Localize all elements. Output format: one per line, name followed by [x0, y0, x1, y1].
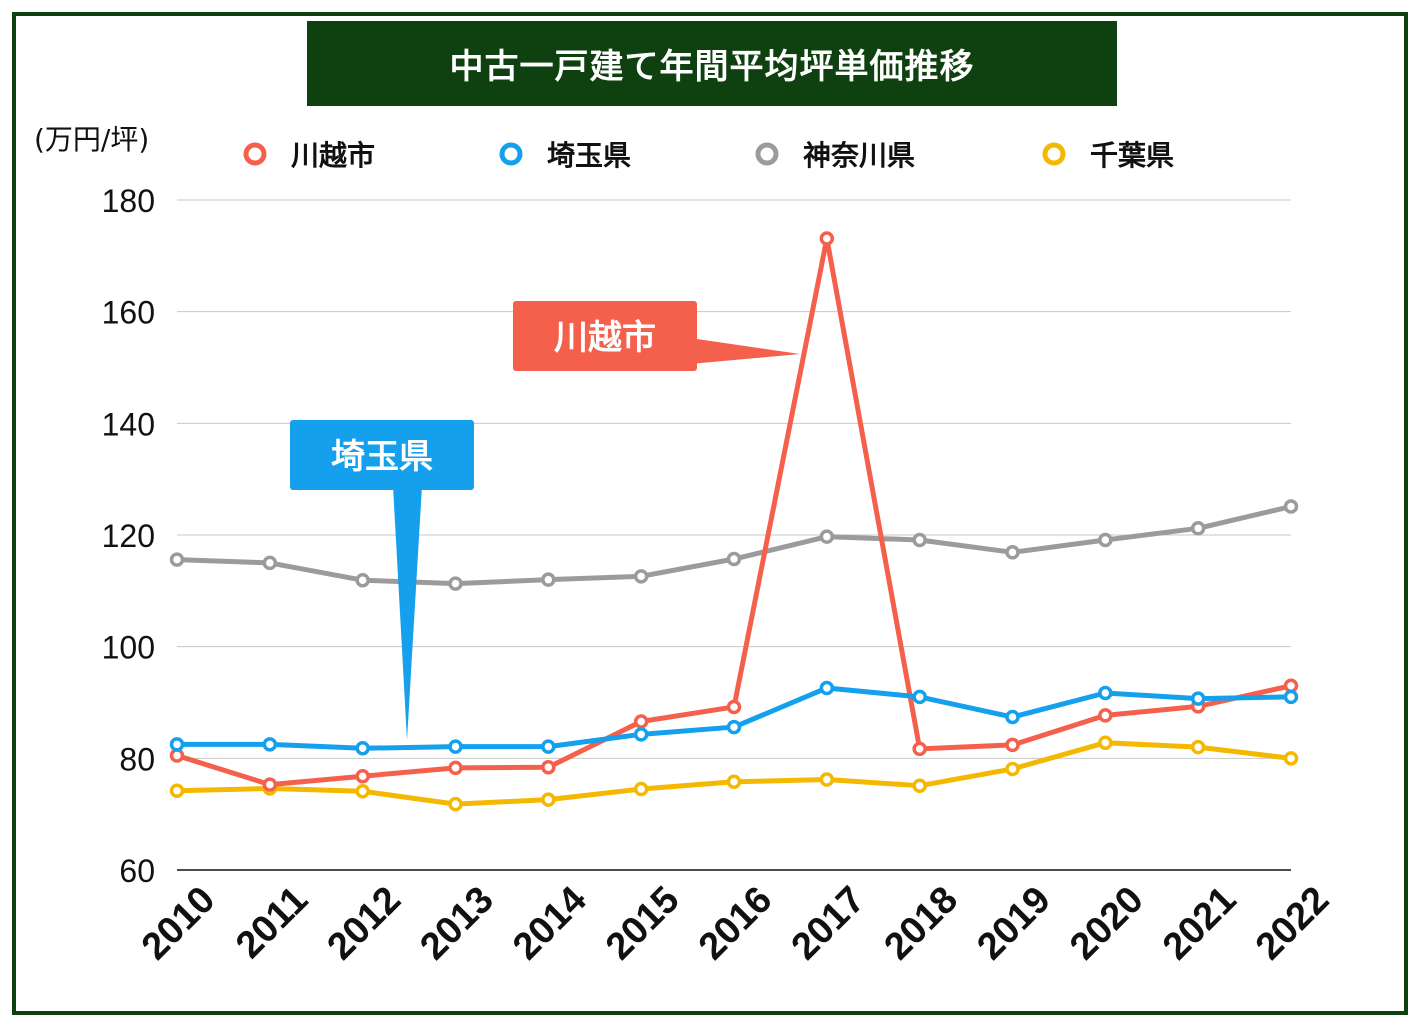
data-point — [355, 572, 370, 588]
x-tick-label: 2013 — [412, 879, 501, 968]
data-point — [819, 680, 835, 696]
series-line — [176, 504, 1292, 587]
y-tick-label: 140 — [102, 406, 155, 442]
data-point — [912, 532, 927, 548]
x-tick-label: 2011 — [228, 879, 316, 967]
data-point — [169, 737, 185, 752]
legend-item: 神奈川県 — [749, 134, 915, 174]
data-point — [1098, 735, 1113, 750]
y-axis-unit-label: (万円/坪) — [34, 123, 150, 156]
x-tick-label: 2012 — [320, 879, 409, 968]
legend-label: 川越市 — [291, 139, 376, 172]
data-point — [1190, 691, 1206, 706]
data-point — [1098, 532, 1113, 548]
data-point — [262, 555, 278, 571]
x-tick-label: 2016 — [691, 879, 780, 968]
data-point — [541, 760, 556, 775]
data-point — [1098, 708, 1113, 723]
chart-title: 中古一戸建て年間平均坪単価推移 — [307, 21, 1117, 106]
data-point — [448, 760, 463, 776]
data-point — [1190, 739, 1206, 755]
data-point — [1005, 545, 1020, 560]
data-point — [355, 784, 370, 799]
callout-box — [513, 301, 697, 371]
x-tick-label: 2021 — [1155, 879, 1244, 968]
data-point — [912, 778, 927, 793]
data-point — [1005, 737, 1020, 753]
data-point — [726, 551, 742, 567]
data-point — [169, 783, 185, 798]
legend-marker — [499, 142, 523, 166]
legend-item: 千葉県 — [1036, 134, 1174, 174]
data-point — [726, 699, 742, 715]
data-point — [1005, 709, 1020, 725]
legend-label: 埼玉県 — [547, 139, 632, 172]
data-point — [633, 727, 649, 742]
y-tick-label: 180 — [102, 183, 155, 219]
data-point — [1190, 521, 1206, 536]
data-point — [912, 689, 927, 705]
data-point — [448, 796, 463, 812]
y-tick-label: 80 — [119, 741, 155, 777]
data-point — [169, 552, 185, 567]
data-point — [819, 529, 835, 544]
legend-label: 神奈川県 — [803, 139, 916, 172]
data-point — [1098, 685, 1113, 701]
x-tick-label: 2020 — [1062, 879, 1151, 968]
legend-item: 埼玉県 — [493, 134, 631, 174]
data-point — [912, 741, 927, 757]
data-point — [541, 792, 556, 807]
data-point — [355, 741, 370, 756]
data-point — [819, 231, 835, 246]
data-point — [1283, 499, 1299, 514]
legend-marker — [1042, 142, 1066, 166]
chart-frame — [12, 12, 1408, 1015]
data-point — [726, 719, 742, 735]
callout-box — [290, 420, 474, 490]
y-tick-label: 120 — [102, 518, 155, 554]
x-tick-label: 2014 — [505, 879, 594, 968]
data-point — [819, 772, 835, 787]
data-point — [1283, 751, 1299, 766]
data-point — [633, 714, 649, 729]
legend-item: 川越市 — [237, 134, 375, 174]
data-point — [1283, 678, 1299, 693]
data-point — [633, 781, 649, 797]
callout-pointer — [690, 338, 800, 364]
data-point — [541, 739, 556, 754]
callout-pointer — [393, 486, 422, 740]
data-point — [169, 748, 185, 763]
series-line — [176, 740, 1292, 807]
x-tick-label: 2018 — [877, 879, 966, 968]
legend-marker — [243, 142, 267, 166]
callout-label: 川越市 — [554, 318, 656, 358]
data-point — [448, 739, 463, 754]
data-point — [726, 774, 742, 790]
legend-label: 千葉県 — [1090, 139, 1175, 172]
y-tick-label: 100 — [102, 630, 155, 666]
data-point — [1283, 689, 1299, 705]
x-tick-label: 2017 — [784, 879, 873, 968]
x-tick-label: 2019 — [969, 879, 1058, 968]
data-point — [1005, 761, 1020, 777]
y-tick-label: 60 — [119, 853, 155, 889]
data-point — [541, 572, 556, 587]
x-tick-label: 2015 — [598, 879, 687, 968]
data-point — [262, 777, 278, 792]
data-point — [633, 569, 649, 584]
legend-marker — [755, 142, 779, 166]
y-tick-label: 160 — [102, 295, 155, 331]
data-point — [355, 768, 370, 784]
x-tick-label: 2022 — [1248, 879, 1337, 968]
callout-label: 埼玉県 — [331, 437, 433, 477]
x-tick-label: 2010 — [134, 879, 223, 968]
data-point — [448, 576, 463, 591]
data-point — [262, 737, 278, 752]
